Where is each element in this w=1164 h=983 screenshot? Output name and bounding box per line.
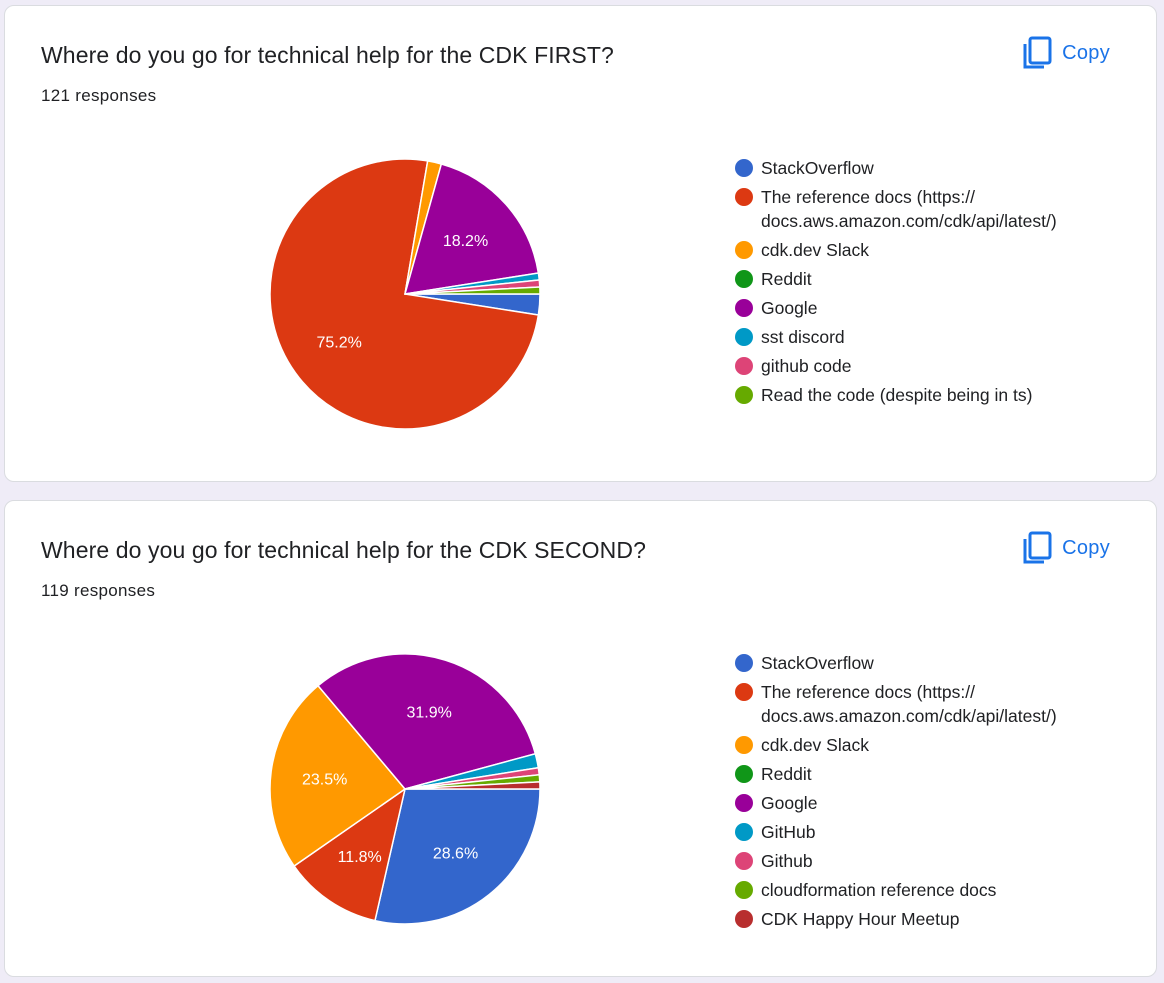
copy-label: Copy (1062, 41, 1110, 64)
legend-item-cdk-dev-slack[interactable]: cdk.dev Slack (735, 733, 1057, 757)
legend-item-the-reference-docs-https-docs-aws-amazon[interactable]: The reference docs (https://docs.aws.ama… (735, 185, 1057, 233)
legend-label: StackOverflow (761, 158, 874, 178)
legend-item-google[interactable]: Google (735, 791, 1057, 815)
pie-slice-stackoverflow[interactable] (374, 788, 541, 925)
legend-swatch (735, 910, 753, 928)
slice-percent-label: 28.6% (433, 845, 478, 862)
legend-swatch (735, 328, 753, 346)
legend-label: The reference docs (https://docs.aws.ama… (761, 187, 1057, 231)
legend-label: Google (761, 298, 818, 318)
legend-item-stackoverflow[interactable]: StackOverflow (735, 156, 1057, 180)
legend-swatch (735, 188, 753, 206)
response-count: 121 responses (41, 86, 157, 105)
pie-slice-read-the-code-despite-being-in-ts[interactable] (404, 286, 541, 295)
legend-swatch (735, 270, 753, 288)
legend-item-reddit[interactable]: Reddit (735, 762, 1057, 786)
legend-swatch (735, 736, 753, 754)
legend-label: sst discord (761, 327, 845, 347)
legend-label: Reddit (761, 269, 812, 289)
legend-swatch (735, 357, 753, 375)
copy-button[interactable]: Copy (1016, 527, 1116, 569)
legend-label: CDK Happy Hour Meetup (761, 909, 960, 929)
copy-icon (1022, 531, 1052, 565)
legend-swatch (735, 683, 753, 701)
copy-label: Copy (1062, 536, 1110, 559)
pie-slice-the-reference-docs-https-docs-aws-amazon[interactable] (269, 158, 540, 430)
legend-label: cdk.dev Slack (761, 735, 869, 755)
legend-item-read-the-code-despite-being-in-ts[interactable]: Read the code (despite being in ts) (735, 383, 1057, 407)
chart-card-first: Where do you go for technical help for t… (4, 5, 1157, 482)
legend-item-github[interactable]: Github (735, 849, 1057, 873)
copy-button[interactable]: Copy (1016, 32, 1116, 74)
copy-icon (1022, 36, 1052, 70)
legend-label: cdk.dev Slack (761, 240, 869, 260)
legend-label: Reddit (761, 764, 812, 784)
legend-swatch (735, 852, 753, 870)
legend-label: Google (761, 793, 818, 813)
legend-item-reddit[interactable]: Reddit (735, 267, 1057, 291)
legend-item-github-code[interactable]: github code (735, 354, 1057, 378)
legend-swatch (735, 654, 753, 672)
legend-item-sst-discord[interactable]: sst discord (735, 325, 1057, 349)
chart-title: Where do you go for technical help for t… (41, 42, 614, 68)
slice-percent-label: 11.8% (338, 849, 382, 866)
pie-chart: 28.6% 11.8% 23.5% 31.9% (269, 653, 541, 925)
legend-swatch (735, 386, 753, 404)
legend-item-the-reference-docs-https-docs-aws-amazon[interactable]: The reference docs (https://docs.aws.ama… (735, 680, 1057, 728)
legend-swatch (735, 159, 753, 177)
chart-legend: StackOverflow The reference docs (https:/… (735, 651, 1057, 936)
chart-card-second: Where do you go for technical help for t… (4, 500, 1157, 977)
legend-item-cdk-dev-slack[interactable]: cdk.dev Slack (735, 238, 1057, 262)
legend-label: StackOverflow (761, 653, 874, 673)
pie-slice-google[interactable] (403, 163, 540, 295)
legend-label: Github (761, 851, 813, 871)
chart-legend: StackOverflow The reference docs (https:/… (735, 156, 1057, 412)
legend-label: GitHub (761, 822, 816, 842)
slice-percent-label: 31.9% (407, 705, 452, 722)
legend-item-google[interactable]: Google (735, 296, 1057, 320)
legend-label: The reference docs (https://docs.aws.ama… (761, 682, 1057, 726)
legend-swatch (735, 765, 753, 783)
pie-slice-cdk-dev-slack[interactable] (269, 684, 407, 868)
legend-label: cloudformation reference docs (761, 880, 997, 900)
legend-label: Read the code (despite being in ts) (761, 385, 1033, 405)
legend-item-cloudformation-reference-docs[interactable]: cloudformation reference docs (735, 878, 1057, 902)
slice-percent-label: 23.5% (302, 771, 347, 788)
pie-chart: 75.2% 18.2% (269, 158, 541, 430)
slice-percent-label: 18.2% (443, 233, 488, 250)
legend-swatch (735, 823, 753, 841)
legend-item-github[interactable]: GitHub (735, 820, 1057, 844)
pie-slice-the-reference-docs-https-docs-aws-amazon[interactable] (293, 787, 407, 922)
pie-slice-google[interactable] (317, 653, 537, 790)
chart-title: Where do you go for technical help for t… (41, 537, 646, 563)
slice-percent-label: 75.2% (317, 334, 362, 351)
legend-swatch (735, 794, 753, 812)
legend-swatch (735, 241, 753, 259)
legend-item-stackoverflow[interactable]: StackOverflow (735, 651, 1057, 675)
legend-swatch (735, 881, 753, 899)
response-count: 119 responses (41, 581, 156, 600)
legend-label: github code (761, 356, 852, 376)
legend-item-cdk-happy-hour-meetup[interactable]: CDK Happy Hour Meetup (735, 907, 1057, 931)
pie-slice-cdk-happy-hour-meetup[interactable] (404, 781, 541, 790)
legend-swatch (735, 299, 753, 317)
